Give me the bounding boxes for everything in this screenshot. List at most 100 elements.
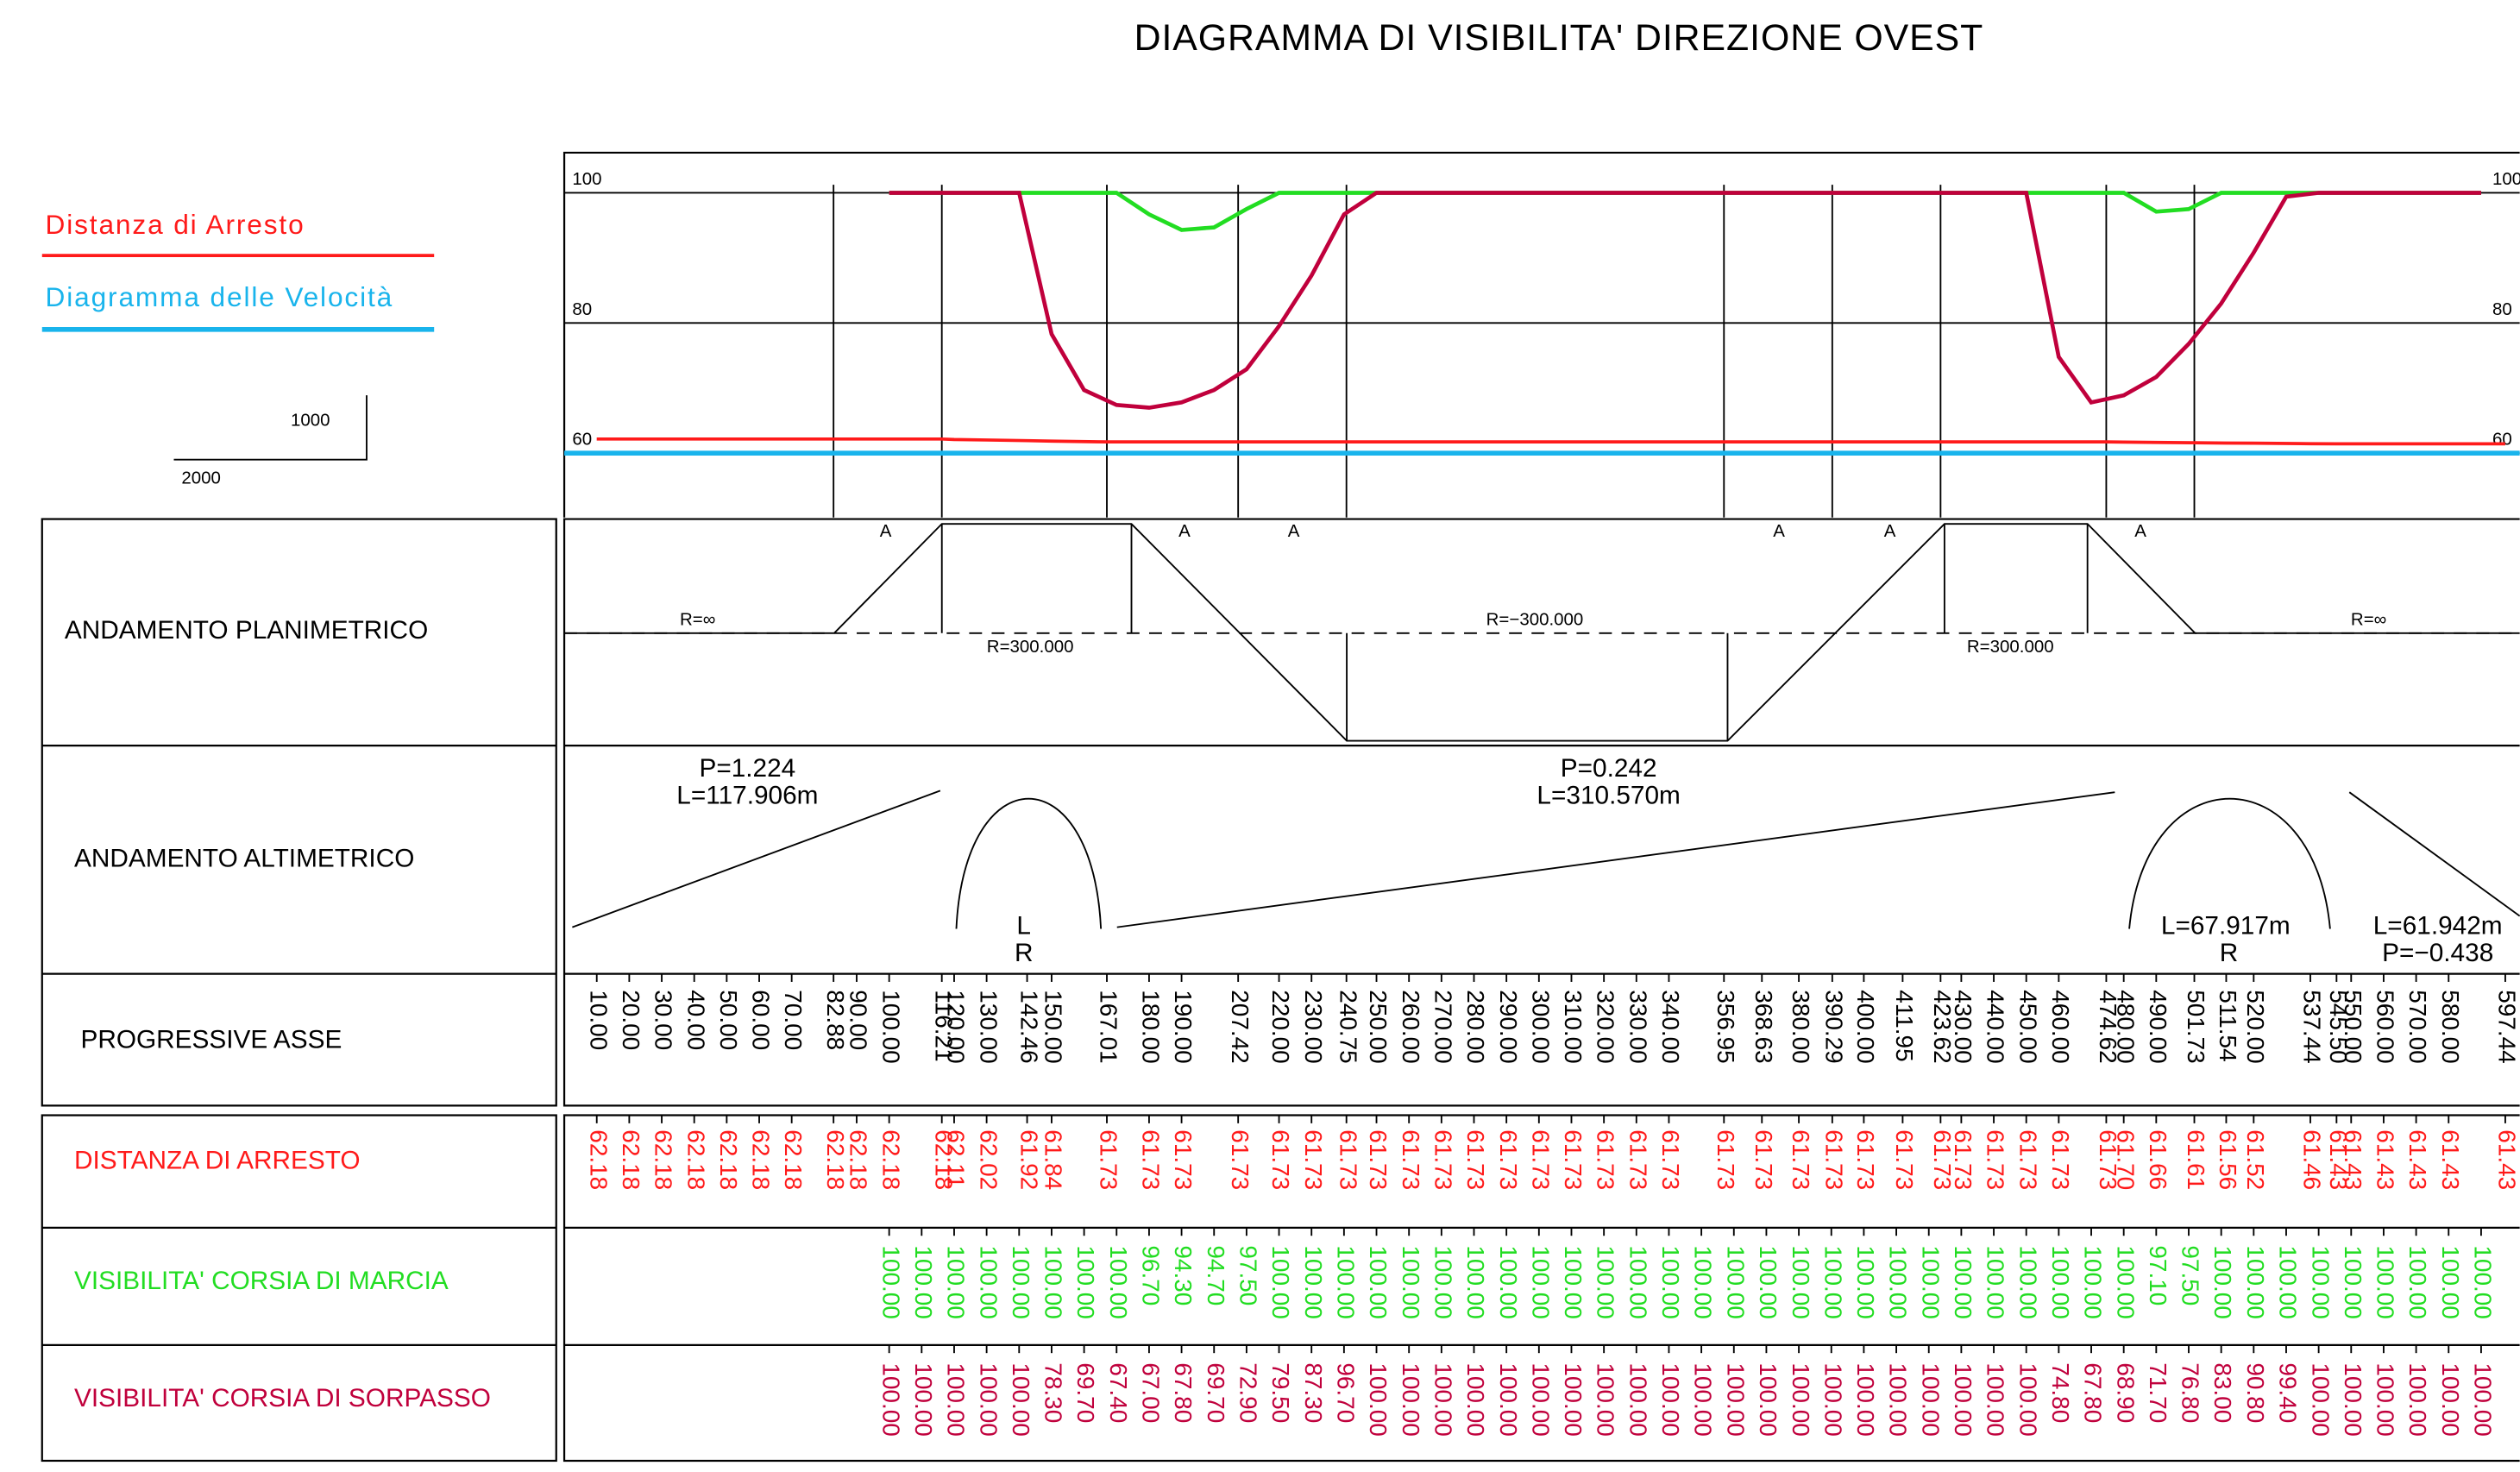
radius-label: R=300.000 bbox=[987, 637, 1074, 657]
clothoid-label: A bbox=[1773, 521, 1785, 541]
grade-label: P=1.224 bbox=[699, 754, 795, 783]
column-value: 100.00 bbox=[1885, 1245, 1912, 1318]
column-value: 61.73 bbox=[1929, 1129, 1956, 1190]
column-value: 61.73 bbox=[1712, 1129, 1739, 1190]
column-value: 100.00 bbox=[1462, 1245, 1489, 1318]
column-value: 380.00 bbox=[1788, 990, 1814, 1063]
column-value: 20.00 bbox=[618, 990, 644, 1050]
column-value: 400.00 bbox=[1852, 990, 1879, 1063]
scale-label: 2000 bbox=[181, 468, 221, 488]
column-value: 100.00 bbox=[1560, 1362, 1587, 1436]
column-value: 61.73 bbox=[1227, 1129, 1254, 1190]
column-value: 100.00 bbox=[1885, 1362, 1912, 1436]
column-value: 390.29 bbox=[1821, 990, 1848, 1063]
column-value: 100.00 bbox=[1105, 1245, 1132, 1318]
legend-label: Diagramma delle Velocità bbox=[45, 281, 393, 312]
column-value: 62.18 bbox=[715, 1129, 742, 1190]
column-value: 61.73 bbox=[1335, 1129, 1361, 1190]
column-value: 100.00 bbox=[910, 1362, 937, 1436]
column-value: 100.00 bbox=[1690, 1362, 1717, 1436]
title: DIAGRAMMA DI VISIBILITA' DIREZIONE OVEST bbox=[1134, 17, 1984, 59]
column-value: 100.00 bbox=[1300, 1245, 1327, 1318]
column-value: 100.00 bbox=[1462, 1362, 1489, 1436]
column-value: 100.00 bbox=[1755, 1362, 1782, 1436]
row-label: ANDAMENTO PLANIMETRICO bbox=[65, 616, 428, 645]
column-value: 100.00 bbox=[1950, 1362, 1976, 1436]
column-value: 100.00 bbox=[1983, 1362, 2009, 1436]
radius-label: R=−300.000 bbox=[1486, 609, 1584, 629]
column-value: 520.00 bbox=[2242, 990, 2269, 1063]
column-value: 62.18 bbox=[845, 1129, 872, 1190]
column-value: 100.00 bbox=[1722, 1245, 1749, 1318]
column-value: 100.00 bbox=[877, 1362, 904, 1436]
column-value: 61.73 bbox=[1950, 1129, 1976, 1190]
scale-label: 1000 bbox=[291, 410, 330, 430]
column-value: 78.30 bbox=[1040, 1362, 1067, 1423]
column-value: 61.73 bbox=[1821, 1129, 1848, 1190]
column-value: 71.70 bbox=[2145, 1362, 2171, 1423]
column-value: 560.00 bbox=[2372, 990, 2399, 1063]
grade-label: P=0.242 bbox=[1561, 754, 1657, 783]
altimetric-profile bbox=[572, 789, 2520, 929]
column-value: 100.00 bbox=[2470, 1362, 2497, 1436]
grade-label: L=310.570m bbox=[1537, 782, 1680, 810]
column-value: 61.73 bbox=[1430, 1129, 1456, 1190]
column-value: 100.00 bbox=[1852, 1245, 1879, 1318]
column-value: 61.73 bbox=[1593, 1129, 1619, 1190]
column-value: 100.00 bbox=[2437, 1362, 2464, 1436]
column-value: 82.88 bbox=[822, 990, 849, 1050]
column-value: 100.00 bbox=[2307, 1362, 2334, 1436]
column-value: 61.43 bbox=[2372, 1129, 2399, 1190]
row-label: DISTANZA DI ARRESTO bbox=[74, 1146, 361, 1174]
row-label: VISIBILITA' CORSIA DI MARCIA bbox=[74, 1267, 449, 1295]
column-value: 68.90 bbox=[2112, 1362, 2139, 1423]
column-value: 60.00 bbox=[748, 990, 775, 1050]
column-value: 120.00 bbox=[943, 990, 970, 1063]
column-value: 61.43 bbox=[2404, 1129, 2431, 1190]
column-value: 100.00 bbox=[1722, 1362, 1749, 1436]
column-value: 61.73 bbox=[1527, 1129, 1554, 1190]
column-value: 61.43 bbox=[2340, 1129, 2366, 1190]
column-value: 62.18 bbox=[930, 1129, 957, 1190]
curve-label: R bbox=[1015, 939, 1034, 967]
column-value: 62.02 bbox=[975, 1129, 1002, 1190]
column-value: 61.84 bbox=[1040, 1129, 1067, 1190]
visibility-chart: 100 100 80 80 60 60 bbox=[564, 169, 2520, 518]
scale-bar bbox=[173, 395, 368, 461]
column-value: 74.80 bbox=[2047, 1362, 2074, 1423]
radius-label: R=300.000 bbox=[1967, 637, 2054, 657]
column-value: 100.00 bbox=[1430, 1245, 1456, 1318]
column-value: 83.00 bbox=[2209, 1362, 2236, 1423]
planimetric-profile bbox=[564, 523, 2520, 742]
column-value: 67.40 bbox=[1105, 1362, 1132, 1423]
column-value: 100.00 bbox=[2404, 1245, 2431, 1318]
column-value: 100.00 bbox=[2014, 1245, 2041, 1318]
column-value: 100.00 bbox=[975, 1362, 1002, 1436]
column-value: 100.00 bbox=[1560, 1245, 1587, 1318]
curve-label: L bbox=[1016, 912, 1031, 940]
column-value: 61.66 bbox=[2145, 1129, 2171, 1190]
column-value: 270.00 bbox=[1430, 990, 1456, 1063]
column-value: 61.70 bbox=[2112, 1129, 2139, 1190]
tables: 10.00 62.18 20.00 62.18 30.00 62.18 40.00 62.18… bbox=[585, 973, 2520, 1437]
column-value: 100.00 bbox=[1527, 1362, 1554, 1436]
column-value: 100.00 bbox=[1040, 1245, 1067, 1318]
y-tick-label: 100 bbox=[572, 169, 601, 189]
column-value: 62.18 bbox=[748, 1129, 775, 1190]
column-value: 100.00 bbox=[2242, 1245, 2269, 1318]
column-value: 10.00 bbox=[585, 990, 612, 1050]
grade-label: L=117.906m bbox=[676, 782, 818, 810]
column-value: 460.00 bbox=[2047, 990, 2074, 1063]
column-value: 72.90 bbox=[1235, 1362, 1261, 1423]
clothoid-label: A bbox=[2134, 521, 2146, 541]
column-value: 100.00 bbox=[877, 1245, 904, 1318]
column-value: 100.00 bbox=[1950, 1245, 1976, 1318]
y-tick-label: 80 bbox=[572, 299, 592, 319]
column-value: 62.18 bbox=[682, 1129, 709, 1190]
column-value: 100.00 bbox=[2340, 1362, 2366, 1436]
column-value: 100.00 bbox=[1398, 1362, 1424, 1436]
y-tick-label: 100 bbox=[2492, 169, 2520, 189]
column-value: 61.52 bbox=[2242, 1129, 2269, 1190]
column-value: 100.00 bbox=[1072, 1245, 1099, 1318]
